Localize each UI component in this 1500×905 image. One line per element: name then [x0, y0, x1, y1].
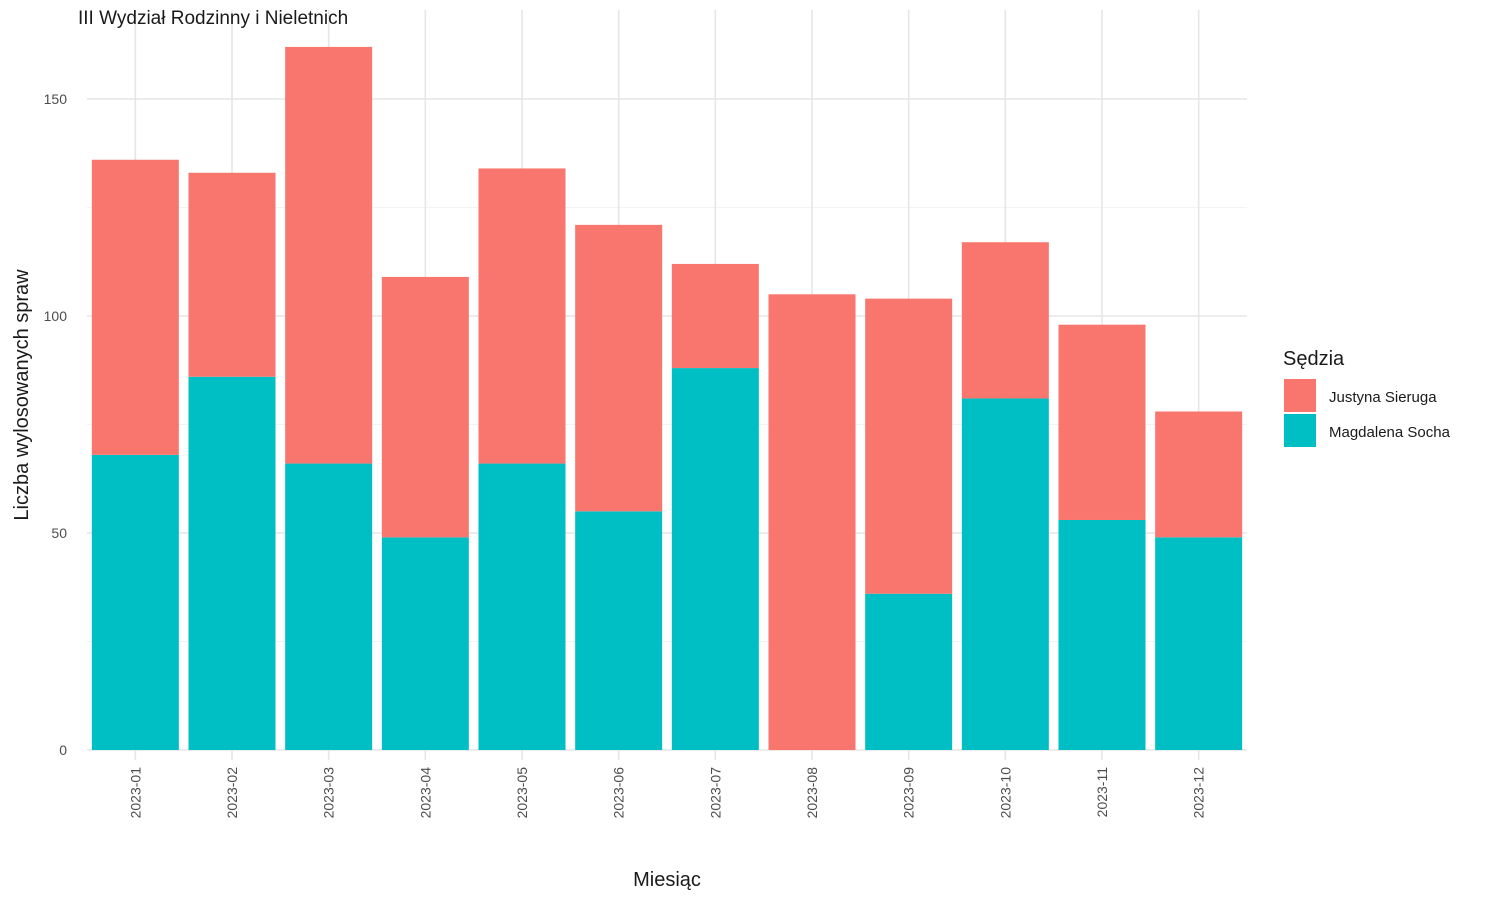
legend-title: Sędzia [1283, 348, 1345, 370]
chart-title: III Wydział Rodzinny i Nieletnich [78, 8, 349, 29]
bar-segment-2023-01-justyna-sieruga [91, 159, 179, 455]
x-tick-label: 2023-01 [127, 767, 143, 819]
x-tick-label: 2023-08 [804, 767, 820, 819]
bar-segment-2023-09-justyna-sieruga [865, 298, 953, 594]
x-tick-label: 2023-07 [707, 767, 723, 819]
legend-label-0: Justyna Sieruga [1329, 389, 1437, 406]
bar-segment-2023-03-justyna-sieruga [285, 46, 373, 464]
bar-segment-2023-05-magdalena-socha [478, 463, 566, 750]
bar-segment-2023-10-magdalena-socha [961, 398, 1049, 750]
bar-segment-2023-07-justyna-sieruga [671, 263, 759, 369]
x-tick-label: 2023-12 [1191, 767, 1207, 819]
x-tick-label: 2023-09 [901, 767, 917, 819]
bar-segment-2023-01-magdalena-socha [91, 454, 179, 750]
y-tick-label: 150 [44, 91, 68, 107]
bar-segment-2023-02-justyna-sieruga [188, 172, 276, 377]
y-tick-label: 50 [51, 525, 67, 541]
bar-segment-2023-09-magdalena-socha [865, 593, 953, 750]
bar-segment-2023-12-magdalena-socha [1155, 537, 1243, 750]
bar-segment-2023-06-magdalena-socha [575, 511, 663, 750]
x-tick-label: 2023-02 [224, 767, 240, 819]
bar-segment-2023-12-justyna-sieruga [1155, 411, 1243, 538]
y-tick-label: 0 [59, 742, 67, 758]
x-tick-label: 2023-10 [997, 767, 1013, 819]
bar-segment-2023-10-justyna-sieruga [961, 242, 1049, 399]
bar-segment-2023-04-justyna-sieruga [381, 276, 469, 538]
bar-segment-2023-07-magdalena-socha [671, 368, 759, 750]
bar-segment-2023-05-justyna-sieruga [478, 168, 566, 464]
x-axis-title: Miesiąc [633, 869, 701, 891]
bar-segment-2023-11-magdalena-socha [1058, 519, 1146, 750]
y-axis-title: Liczba wylosowanych spraw [11, 269, 33, 521]
bar-segment-2023-08-justyna-sieruga [768, 294, 856, 750]
bar-segment-2023-03-magdalena-socha [285, 463, 373, 750]
y-tick-label: 100 [44, 308, 68, 324]
x-tick-label: 2023-05 [514, 767, 530, 819]
bar-segment-2023-06-justyna-sieruga [575, 224, 663, 512]
x-tick-label: 2023-11 [1094, 767, 1110, 818]
x-tick-label: 2023-06 [611, 767, 627, 819]
x-tick-label: 2023-04 [417, 767, 433, 819]
legend-label-1: Magdalena Socha [1329, 424, 1451, 441]
bar-segment-2023-04-magdalena-socha [381, 537, 469, 750]
legend-swatch-0 [1284, 379, 1316, 412]
legend-swatch-1 [1284, 414, 1316, 447]
x-tick-label: 2023-03 [321, 767, 337, 819]
bar-segment-2023-02-magdalena-socha [188, 376, 276, 750]
bar-segment-2023-11-justyna-sieruga [1058, 324, 1146, 520]
